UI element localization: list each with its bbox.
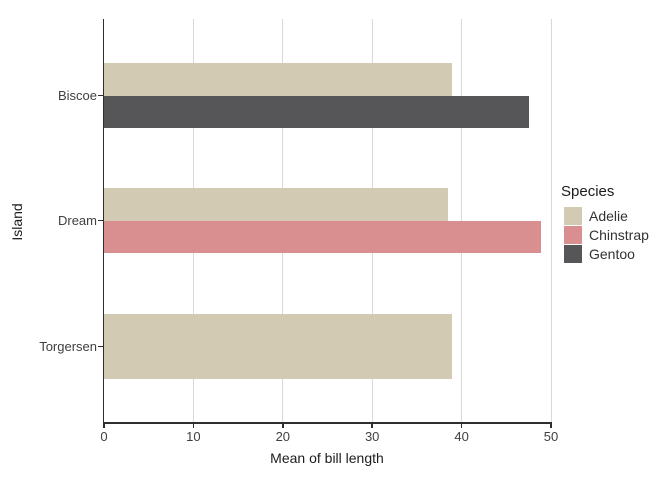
x-tick-mark-10: [192, 423, 195, 428]
x-tick-label-30: 30: [364, 429, 380, 444]
bar-dream-adelie: [104, 188, 449, 221]
legend-swatch-chinstrap: [564, 226, 582, 244]
x-tick-mark-30: [371, 423, 373, 428]
y-tick-label-dream: Dream: [57, 212, 97, 228]
x-tick-mark-50: [550, 423, 552, 428]
x-tick-mark-20: [282, 423, 284, 428]
x-tick-label-10: 10: [186, 429, 201, 444]
legend-item-adelie: Adelie: [557, 207, 669, 225]
legend-label-chinstrap: Chinstrap: [589, 227, 649, 243]
y-tick-mark-dream: [98, 219, 103, 222]
y-axis-line: [102, 19, 104, 424]
y-tick-label-torgersen: Torgersen: [39, 338, 97, 354]
y-tick-mark-biscoe: [98, 94, 103, 97]
legend-label-gentoo: Gentoo: [589, 246, 635, 262]
y-axis-title: Island: [9, 203, 25, 241]
bar-torgersen-adelie: [104, 314, 453, 379]
x-tick-label-0: 0: [100, 429, 108, 444]
legend-swatch-adelie: [564, 207, 582, 225]
bar-biscoe-gentoo: [104, 95, 529, 128]
x-tick-mark-0: [103, 423, 105, 428]
bar-dream-chinstrap: [104, 220, 541, 253]
bar-biscoe-adelie: [104, 63, 453, 96]
legend-swatch-gentoo: [564, 245, 582, 263]
legend-label-adelie: Adelie: [589, 208, 628, 224]
gridline-x-50: [550, 19, 552, 422]
legend-item-gentoo: Gentoo: [557, 245, 669, 263]
plot-panel: [104, 19, 552, 422]
legend-title: Species: [561, 183, 615, 200]
legend-item-chinstrap: Chinstrap: [557, 226, 669, 244]
x-tick-label-40: 40: [454, 429, 469, 444]
y-tick-label-biscoe: Biscoe: [57, 87, 97, 103]
x-tick-mark-40: [460, 423, 463, 428]
x-tick-label-20: 20: [275, 429, 291, 444]
x-axis-title: Mean of bill length: [270, 450, 384, 466]
x-tick-label-50: 50: [543, 429, 559, 444]
x-axis-line: [102, 422, 552, 424]
y-tick-mark-torgersen: [98, 345, 103, 348]
